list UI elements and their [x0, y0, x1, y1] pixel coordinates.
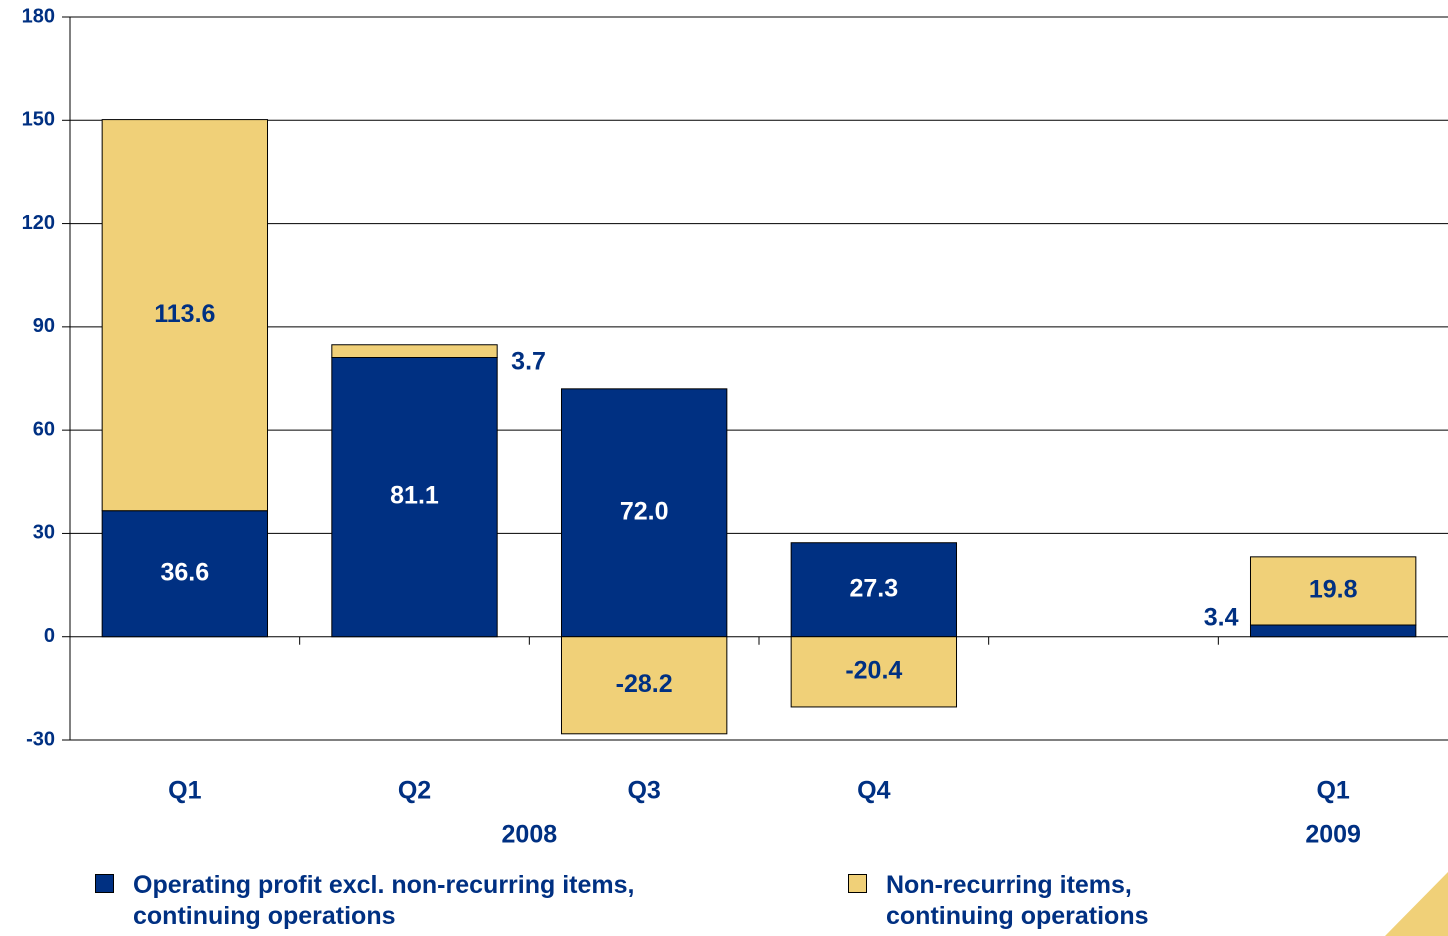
value-label: 36.6 [160, 558, 209, 586]
bar-segment [101, 119, 269, 512]
bar-segment [1249, 556, 1417, 626]
x-tick-label: Q4 [857, 777, 890, 805]
value-label: -20.4 [845, 656, 902, 684]
value-label: 3.4 [1204, 603, 1239, 631]
y-tick-label: 120 [22, 212, 55, 234]
value-label: 19.8 [1309, 576, 1358, 604]
y-tick-label: 0 [44, 625, 55, 647]
group-label: 2009 [1305, 821, 1361, 849]
bar-segment [331, 356, 498, 638]
y-tick-label: 60 [33, 418, 55, 440]
bar-segment [1249, 624, 1417, 638]
x-tick-label: Q1 [1316, 777, 1349, 805]
legend-swatch [95, 874, 114, 893]
legend-swatch [848, 874, 867, 893]
y-tick-label: 90 [33, 315, 55, 337]
bar-segment [560, 388, 728, 638]
bar-segment [790, 542, 958, 638]
bar-segment [101, 510, 269, 638]
legend-label: Operating profit excl. non-recurring ite… [133, 871, 635, 930]
y-tick-label: 180 [22, 5, 55, 27]
x-tick-label: Q2 [398, 777, 431, 805]
value-label: 3.7 [511, 348, 546, 376]
value-label: 27.3 [849, 574, 898, 602]
legend-item: Non-recurring items, continuing operatio… [848, 870, 1216, 932]
value-label: 72.0 [620, 497, 669, 525]
corner-decoration [1385, 872, 1448, 936]
legend-item: Operating profit excl. non-recurring ite… [95, 870, 733, 932]
value-label: 113.6 [154, 300, 215, 328]
bar-segment [560, 636, 728, 735]
x-tick-label: Q1 [168, 777, 201, 805]
legend-label: Non-recurring items, continuing operatio… [886, 871, 1149, 930]
value-label: 81.1 [390, 482, 439, 510]
bar-segment [790, 636, 958, 708]
y-tick-label: 150 [22, 109, 55, 131]
bar-segment [331, 344, 498, 358]
x-tick-label: Q3 [627, 777, 660, 805]
value-label: -28.2 [616, 670, 673, 698]
y-tick-label: -30 [26, 728, 55, 750]
y-tick-label: 30 [33, 522, 55, 544]
group-label: 2008 [502, 821, 558, 849]
